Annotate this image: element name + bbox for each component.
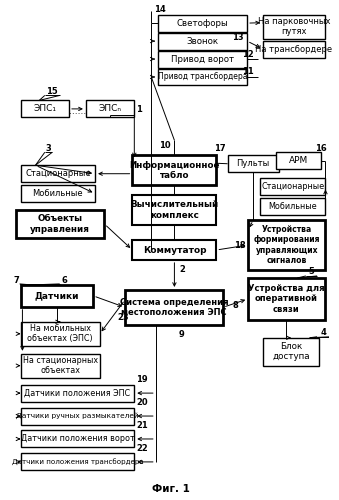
Bar: [21, 408, 134, 424]
Text: 23: 23: [117, 314, 129, 322]
Text: Фиг. 1: Фиг. 1: [152, 484, 190, 494]
Text: На парковочных
путях: На парковочных путях: [258, 17, 330, 36]
Text: Система определения
местоположения ЭПС: Система определения местоположения ЭПС: [120, 298, 228, 317]
Bar: [21, 100, 69, 117]
Text: 3: 3: [46, 144, 52, 153]
Text: Стационарные: Стационарные: [25, 169, 91, 178]
Bar: [158, 32, 247, 50]
Bar: [263, 338, 319, 365]
Bar: [21, 430, 134, 448]
Text: Блок
доступа: Блок доступа: [272, 342, 310, 361]
Text: 18: 18: [234, 240, 245, 250]
Bar: [133, 240, 216, 260]
Bar: [21, 354, 100, 378]
Text: На трансбордере: На трансбордере: [255, 44, 332, 54]
Bar: [227, 156, 279, 172]
Bar: [16, 210, 104, 238]
Text: Устройства
формирования
управляющих
сигналов: Устройства формирования управляющих сигн…: [254, 225, 320, 265]
Text: 16: 16: [315, 144, 327, 153]
Text: Звонок: Звонок: [186, 36, 218, 46]
Bar: [133, 195, 216, 225]
Text: 4: 4: [321, 328, 326, 338]
Bar: [133, 156, 216, 185]
Bar: [21, 165, 95, 182]
Text: Объекты
управления: Объекты управления: [30, 214, 90, 234]
Text: 22: 22: [136, 444, 148, 453]
Text: Привод трансбордера: Привод трансбордера: [158, 72, 247, 82]
Text: Светофоры: Светофоры: [177, 18, 228, 28]
Text: ЭПС₁: ЭПС₁: [33, 104, 56, 114]
Text: 19: 19: [136, 375, 147, 384]
Text: Информационное
табло: Информационное табло: [129, 160, 220, 180]
Text: 2: 2: [179, 266, 185, 274]
Text: ЭПСₙ: ЭПСₙ: [99, 104, 122, 114]
Bar: [158, 68, 247, 86]
Text: Датчики положения ворот: Датчики положения ворот: [21, 434, 134, 444]
Text: Датчики ручных размыкателей: Датчики ручных размыкателей: [16, 412, 139, 420]
Bar: [125, 290, 223, 325]
Text: 1: 1: [136, 105, 142, 114]
Text: Стационарные: Стационарные: [261, 182, 324, 191]
Bar: [260, 198, 325, 215]
Bar: [263, 14, 324, 38]
Text: Мобильные: Мобильные: [268, 202, 317, 211]
Bar: [21, 454, 134, 470]
Text: Мобильные: Мобильные: [33, 189, 83, 198]
Bar: [248, 220, 325, 270]
Bar: [260, 178, 325, 195]
Bar: [21, 384, 134, 402]
Text: 7: 7: [13, 276, 19, 285]
Text: 20: 20: [136, 398, 147, 407]
Text: Датчики: Датчики: [35, 292, 79, 300]
Text: 6: 6: [61, 276, 67, 285]
Text: Коммутатор: Коммутатор: [143, 246, 206, 254]
Bar: [248, 278, 324, 320]
Text: 17: 17: [214, 144, 226, 153]
Bar: [158, 50, 247, 68]
Bar: [276, 152, 321, 169]
Text: 15: 15: [46, 87, 58, 96]
Text: 21: 21: [136, 421, 148, 430]
Text: Датчики положения ЭПС: Датчики положения ЭПС: [24, 388, 131, 398]
Bar: [21, 322, 100, 345]
Bar: [21, 185, 95, 202]
Bar: [263, 40, 324, 58]
Text: 13: 13: [232, 32, 244, 42]
Text: На стационарных
объектах: На стационарных объектах: [23, 356, 98, 376]
Bar: [158, 14, 247, 32]
Text: Пульты: Пульты: [237, 159, 270, 168]
Text: 5: 5: [308, 268, 314, 276]
Text: 10: 10: [159, 141, 171, 150]
Text: 8: 8: [232, 302, 238, 310]
Text: Устройства для
оперативной
связи: Устройства для оперативной связи: [248, 284, 325, 314]
Text: 14: 14: [154, 5, 165, 14]
Text: 11: 11: [242, 68, 254, 76]
Text: Привод ворот: Привод ворот: [171, 54, 234, 64]
Text: 12: 12: [242, 50, 254, 58]
Text: ......: ......: [69, 108, 86, 116]
Text: Вычислительный
комплекс: Вычислительный комплекс: [130, 200, 219, 220]
Bar: [21, 285, 93, 307]
Bar: [86, 100, 134, 117]
Text: На мобильных
объектах (ЭПС): На мобильных объектах (ЭПС): [27, 324, 93, 344]
Text: АРМ: АРМ: [289, 156, 308, 165]
Text: 9: 9: [179, 330, 185, 340]
Text: Датчики положения трансбордера: Датчики положения трансбордера: [12, 458, 143, 466]
